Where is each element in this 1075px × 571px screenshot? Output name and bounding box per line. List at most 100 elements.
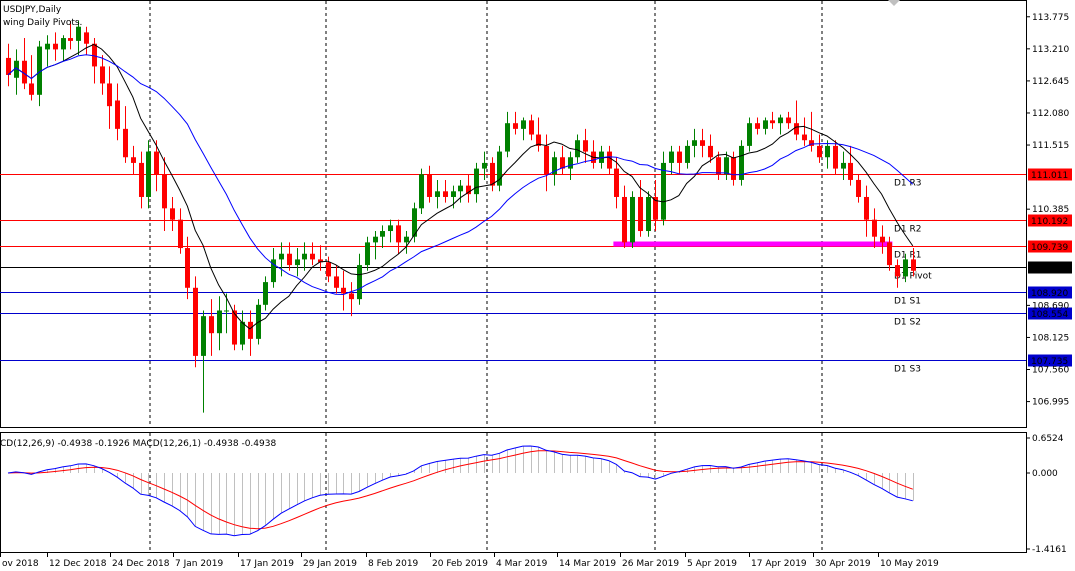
- candle-body: [474, 168, 479, 195]
- time-axis: ov 2018 12 Dec 2018 24 Dec 2018 7 Jan 2019 1…: [0, 552, 939, 569]
- candle-body: [763, 120, 768, 129]
- candle-body: [146, 151, 151, 197]
- candle-body: [622, 196, 627, 243]
- candle-body: [240, 321, 245, 345]
- time-tick-label: 17 Apr 2019: [751, 559, 807, 569]
- pivot-value-box: [1028, 286, 1072, 299]
- candle-body: [443, 191, 448, 197]
- time-tick-label: 26 Mar 2019: [622, 559, 679, 569]
- candle-body: [131, 157, 136, 163]
- price-tick-label: 108.690: [1032, 301, 1069, 311]
- candle-body: [895, 265, 900, 277]
- time-tick-label: 10 May 2019: [880, 559, 939, 569]
- macd-frame: [0, 432, 1027, 553]
- candle-body: [568, 157, 573, 169]
- candle-body: [809, 140, 814, 146]
- candle-body: [778, 117, 783, 124]
- candle-body: [825, 145, 830, 158]
- candle-body: [817, 145, 822, 158]
- candle-body: [170, 208, 175, 220]
- candle-body: [154, 151, 159, 175]
- pivot-value-box: [1028, 168, 1072, 181]
- candle-body: [61, 38, 66, 50]
- main-grid: [0, 0, 1027, 553]
- candle-body: [646, 196, 651, 232]
- candle-body: [178, 219, 183, 249]
- candle-body: [68, 38, 73, 41]
- candle-body: [685, 145, 690, 163]
- pivot-value-label: 110.192: [1031, 217, 1068, 227]
- pivot-label: D1 R2: [894, 225, 922, 235]
- pivot-value-box: [1028, 240, 1072, 253]
- candle-body: [903, 259, 908, 277]
- pivot-label: D1 S1: [894, 297, 921, 307]
- candle-body: [185, 248, 190, 288]
- candle-body: [692, 140, 697, 146]
- macd-label: CD(12,26,9) -0.4938 -0.1926 MACD(12,26,1…: [0, 439, 276, 449]
- candle-body: [115, 100, 120, 129]
- highlight-band: [613, 241, 893, 247]
- pivot-value-label: 108.920: [1031, 289, 1068, 299]
- candle-body: [724, 157, 729, 175]
- macd-pane: [7, 445, 914, 537]
- candle-body: [201, 316, 206, 356]
- candle-body: [310, 253, 315, 260]
- pivot-value-box: [1028, 261, 1072, 274]
- candle-body: [451, 191, 456, 197]
- pivot-label: D1 R3: [894, 179, 922, 189]
- candle-body: [661, 162, 666, 220]
- candle-body: [856, 179, 861, 197]
- candle-body: [630, 196, 635, 243]
- candle-body: [544, 145, 549, 175]
- moving-averages: [7, 43, 914, 330]
- candle-body: [224, 310, 229, 312]
- candle-body: [295, 259, 300, 266]
- macd-tick-label: -1.4161: [1032, 545, 1067, 555]
- candle-body: [326, 262, 331, 277]
- candle-body: [716, 157, 721, 175]
- candle-body: [466, 185, 471, 195]
- pivot-value-label: 107.735: [1031, 357, 1068, 367]
- candle-body: [193, 287, 198, 356]
- candle-body: [552, 157, 557, 175]
- candle-body: [653, 196, 658, 220]
- pivot-label: D1 Pivot: [894, 272, 932, 282]
- pivot-value-box: [1028, 307, 1072, 320]
- candle-body: [334, 276, 339, 288]
- candle-body: [232, 310, 237, 345]
- candle-body: [53, 43, 58, 50]
- candle-body: [92, 43, 97, 67]
- candle-body: [435, 191, 440, 197]
- candle-body: [217, 310, 222, 334]
- candle-body: [497, 151, 502, 186]
- chart-shift-icon[interactable]: [888, 0, 900, 6]
- candle-body: [341, 287, 346, 294]
- time-tick-label: 17 Jan 2019: [240, 559, 294, 569]
- candlesticks: [6, 21, 916, 413]
- pivot-label: D1 R1: [894, 251, 922, 261]
- time-tick-label: ov 2018: [2, 559, 39, 569]
- candle-body: [209, 316, 214, 334]
- candle-body: [123, 128, 128, 158]
- candle-body: [708, 145, 713, 158]
- price-tick-label: 110.385: [1032, 205, 1069, 215]
- candle-body: [529, 120, 534, 135]
- candle-body: [802, 134, 807, 141]
- candle-body: [458, 185, 463, 192]
- candle-body: [84, 32, 89, 44]
- candle-body: [380, 231, 385, 237]
- sma-fast-line: [7, 43, 914, 330]
- pivot-label: D1 S2: [894, 318, 921, 328]
- candle-body: [872, 219, 877, 237]
- candle-body: [396, 225, 401, 243]
- price-tick-label: 113.775: [1032, 13, 1069, 23]
- time-tick-label: 12 Dec 2018: [49, 559, 107, 569]
- sma-slow-line: [7, 54, 914, 296]
- time-tick-label: 30 Apr 2019: [815, 559, 871, 569]
- candle-body: [388, 225, 393, 232]
- candle-body: [248, 321, 253, 339]
- time-tick-label: 4 Mar 2019: [496, 559, 548, 569]
- vertical-gridlines: [149, 1, 823, 552]
- candle-body: [864, 196, 869, 220]
